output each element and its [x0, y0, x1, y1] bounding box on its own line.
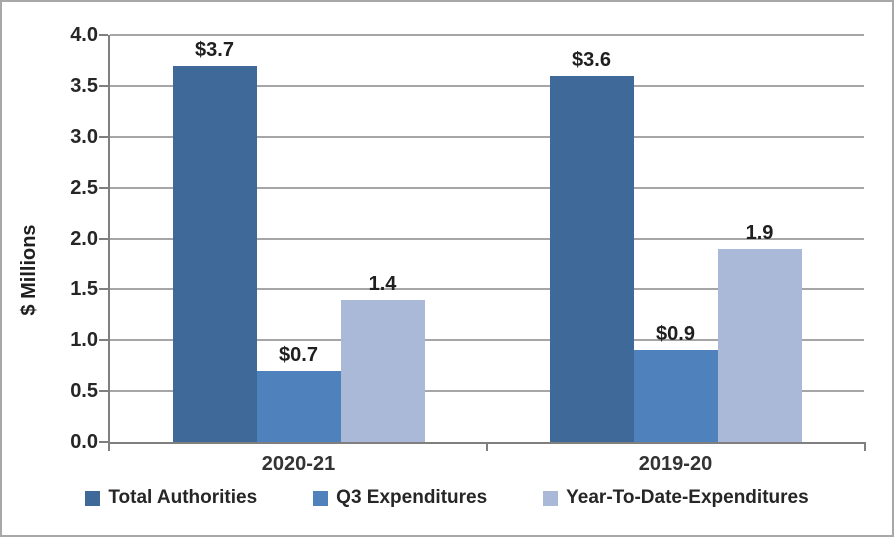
y-tick-mark	[99, 441, 108, 443]
y-tick-mark	[99, 339, 108, 342]
category-label: 2020-21	[261, 453, 336, 475]
legend-label: Q3 Expenditures	[336, 487, 488, 508]
bar-data-label: $3.6	[572, 48, 611, 71]
gridline	[110, 390, 864, 393]
bar-2019-20-Q3 Expenditures	[633, 350, 718, 442]
y-tick-label: 3.5	[70, 74, 98, 97]
gridline	[110, 339, 864, 342]
legend-swatch	[313, 490, 329, 506]
legend: Total Authorities Q3 Expenditures Year-To-…	[2, 486, 892, 510]
x-tick-mark	[486, 442, 488, 451]
gridline	[110, 135, 864, 138]
y-tick-mark	[99, 34, 108, 36]
y-tick-mark	[99, 186, 108, 189]
legend-item: Year-To-Date-Expenditures	[543, 486, 809, 510]
y-tick-label: 2.0	[70, 227, 98, 250]
y-tick-label: 1.5	[70, 278, 98, 301]
bar-2020-21-Q3 Expenditures	[256, 370, 341, 442]
bar-data-label: $0.7	[279, 343, 318, 366]
y-tick-mark	[99, 135, 108, 138]
bar-data-label: $0.9	[656, 323, 695, 346]
gridline	[110, 34, 864, 36]
y-tick-label: 0.0	[70, 431, 98, 453]
x-tick-mark	[108, 442, 110, 451]
legend-swatch	[543, 490, 559, 506]
y-tick-label: 0.5	[70, 380, 98, 403]
legend-label: Year-To-Date-Expenditures	[566, 487, 809, 508]
gridline	[110, 237, 864, 240]
legend-item: Q3 Expenditures	[313, 486, 487, 510]
bar-2019-20-Total Authorities	[549, 75, 634, 442]
legend-item: Total Authorities	[85, 486, 257, 510]
y-tick-mark	[99, 390, 108, 393]
y-tick-mark	[99, 84, 108, 87]
legend-label: Total Authorities	[108, 487, 258, 508]
legend-swatch	[85, 490, 101, 506]
y-axis-line	[108, 35, 110, 444]
gridline	[110, 186, 864, 189]
gridline	[110, 84, 864, 87]
bar-2019-20-Year-To-Date-Expenditures	[717, 248, 802, 442]
y-tick-mark	[99, 237, 108, 240]
bar-data-label: 1.9	[745, 221, 774, 244]
gridline	[110, 288, 864, 291]
y-tick-label: 2.5	[70, 176, 98, 199]
x-tick-mark	[864, 442, 866, 451]
y-tick-label: 3.0	[70, 125, 98, 148]
y-tick-label: 4.0	[70, 24, 98, 46]
category-label: 2019-20	[638, 453, 713, 475]
bar-data-label: $3.7	[195, 38, 234, 61]
bar-2020-21-Year-To-Date-Expenditures	[340, 299, 425, 442]
y-tick-mark	[99, 288, 108, 291]
bar-2020-21-Total Authorities	[172, 65, 257, 442]
y-tick-label: 1.0	[70, 329, 98, 352]
bar-data-label: 1.4	[368, 272, 397, 295]
